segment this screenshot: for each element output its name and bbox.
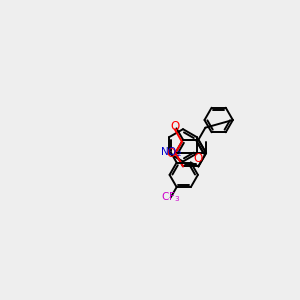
Text: O: O: [166, 146, 175, 160]
Text: O: O: [170, 120, 179, 133]
Text: O: O: [194, 152, 203, 165]
Text: $\mathregular{CF_3}$: $\mathregular{CF_3}$: [161, 190, 181, 204]
Text: $\mathregular{NO_2}$: $\mathregular{NO_2}$: [160, 146, 182, 160]
